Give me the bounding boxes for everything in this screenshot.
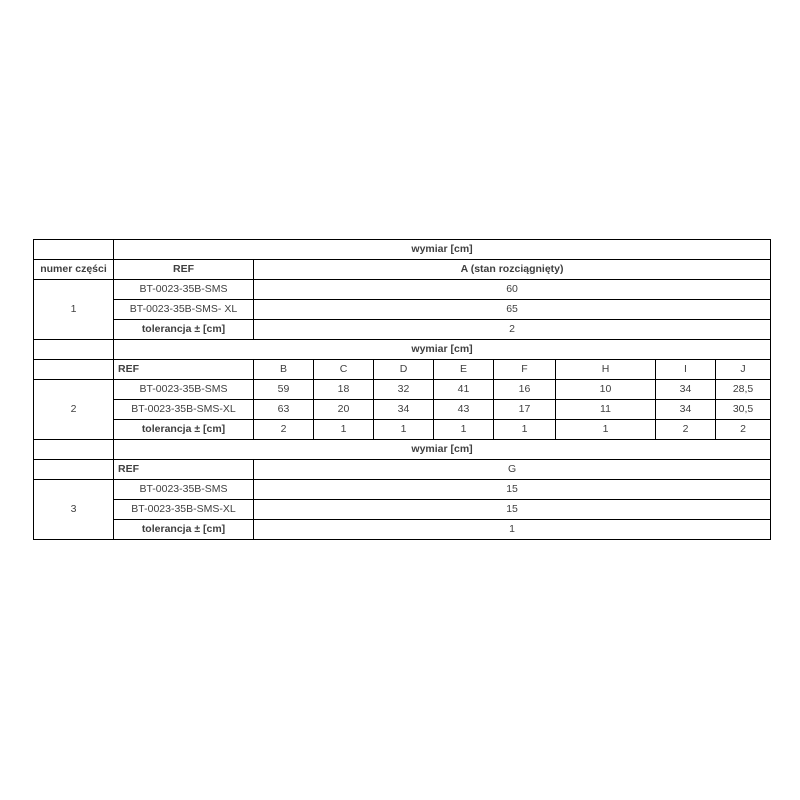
- dimension-band-header-1: wymiar [cm]: [112, 239, 772, 260]
- table-row: tolerancja ± [cm] 2 1 1 1 1 1 2 2: [34, 419, 772, 440]
- tolerance-value: 1: [313, 419, 374, 440]
- table-row: tolerancja ± [cm] 2: [34, 319, 772, 340]
- ref-column-header-1: REF: [113, 259, 254, 280]
- part-number-column-header: numer części: [33, 259, 114, 280]
- part-number-value-1: 1: [33, 279, 114, 340]
- dimension-value: 15: [252, 479, 772, 500]
- dimension-value: 43: [433, 399, 494, 420]
- column-header-d: D: [373, 359, 434, 380]
- tolerance-value: 1: [433, 419, 494, 440]
- column-header-g: G: [252, 459, 772, 480]
- ref-column-header-2: REF: [113, 359, 254, 380]
- dimension-value: 60: [252, 279, 772, 300]
- table-row: tolerancja ± [cm] 1: [34, 519, 772, 540]
- dimension-value: 20: [313, 399, 374, 420]
- column-header-b: B: [253, 359, 314, 380]
- tolerance-value: 1: [252, 519, 772, 540]
- column-header-i: I: [655, 359, 716, 380]
- column-header-j: J: [714, 359, 772, 380]
- dimension-value: 11: [555, 399, 656, 420]
- spine-blank-cell: [33, 439, 114, 460]
- ref-value: BT-0023-35B-SMS: [113, 279, 254, 300]
- dimension-column-header-a: A (stan rozciągnięty): [252, 259, 772, 280]
- tolerance-value: 1: [555, 419, 656, 440]
- tolerance-label: tolerancja ± [cm]: [113, 519, 254, 540]
- specification-table-container: wymiar [cm] numer części REF A (stan roz…: [33, 239, 772, 540]
- dimension-value: 17: [493, 399, 556, 420]
- tolerance-value: 2: [655, 419, 716, 440]
- table-row: wymiar [cm]: [33, 239, 772, 260]
- tolerance-value: 1: [373, 419, 434, 440]
- tolerance-value: 2: [253, 419, 314, 440]
- column-header-c: C: [313, 359, 374, 380]
- column-header-e: E: [433, 359, 494, 380]
- table-row: REF B C D E F H I J: [33, 359, 772, 380]
- dimension-value: 34: [655, 399, 716, 420]
- table-row: numer części REF A (stan rozciągnięty): [33, 259, 772, 280]
- tolerance-value: 2: [714, 419, 772, 440]
- ref-value: BT-0023-35B-SMS: [113, 479, 254, 500]
- dimension-value: 34: [655, 379, 716, 400]
- tolerance-value: 2: [252, 319, 772, 340]
- dimension-value: 32: [373, 379, 434, 400]
- ref-column-header-3: REF: [113, 459, 254, 480]
- table-row: REF G: [33, 459, 772, 480]
- table-row: wymiar [cm]: [33, 339, 772, 360]
- dimension-value: 34: [373, 399, 434, 420]
- tolerance-label: tolerancja ± [cm]: [113, 419, 254, 440]
- dimension-band-header-2: wymiar [cm]: [112, 339, 772, 360]
- dimension-value: 28,5: [714, 379, 772, 400]
- ref-value: BT-0023-35B-SMS-XL: [113, 499, 254, 520]
- spine-blank-cell: [33, 239, 114, 260]
- ref-value: BT-0023-35B-SMS: [113, 379, 254, 400]
- specification-table: wymiar [cm] numer części REF A (stan roz…: [33, 239, 772, 540]
- spine-blank-cell: [33, 459, 114, 480]
- dimension-value: 10: [555, 379, 656, 400]
- tolerance-label: tolerancja ± [cm]: [113, 319, 254, 340]
- spine-blank-cell: [33, 339, 114, 360]
- table-row: 3 BT-0023-35B-SMS 15: [33, 479, 772, 540]
- table-row: 1 BT-0023-35B-SMS 60: [33, 279, 772, 340]
- dimension-value: 16: [493, 379, 556, 400]
- dimension-value: 63: [253, 399, 314, 420]
- table-row: BT-0023-35B-SMS-XL 63 20 34 43 17 11 34 …: [34, 399, 772, 420]
- dimension-value: 15: [252, 499, 772, 520]
- table-row: 2 BT-0023-35B-SMS 59 18 32 41 16 10 34 2…: [33, 379, 772, 440]
- dimension-value: 18: [313, 379, 374, 400]
- dimension-band-header-3: wymiar [cm]: [112, 439, 772, 460]
- ref-value: BT-0023-35B-SMS- XL: [113, 299, 254, 320]
- dimension-value: 41: [433, 379, 494, 400]
- part-number-value-2: 2: [33, 379, 114, 440]
- dimension-value: 59: [253, 379, 314, 400]
- part-number-value-3: 3: [33, 479, 114, 540]
- table-row: BT-0023-35B-SMS- XL 65: [34, 299, 772, 320]
- dimension-value: 65: [252, 299, 772, 320]
- column-header-f: F: [493, 359, 556, 380]
- tolerance-value: 1: [493, 419, 556, 440]
- table-row: wymiar [cm]: [33, 439, 772, 460]
- ref-value: BT-0023-35B-SMS-XL: [113, 399, 254, 420]
- dimension-value: 30,5: [714, 399, 772, 420]
- spine-blank-cell: [33, 359, 114, 380]
- column-header-h: H: [555, 359, 656, 380]
- table-row: BT-0023-35B-SMS-XL 15: [34, 499, 772, 520]
